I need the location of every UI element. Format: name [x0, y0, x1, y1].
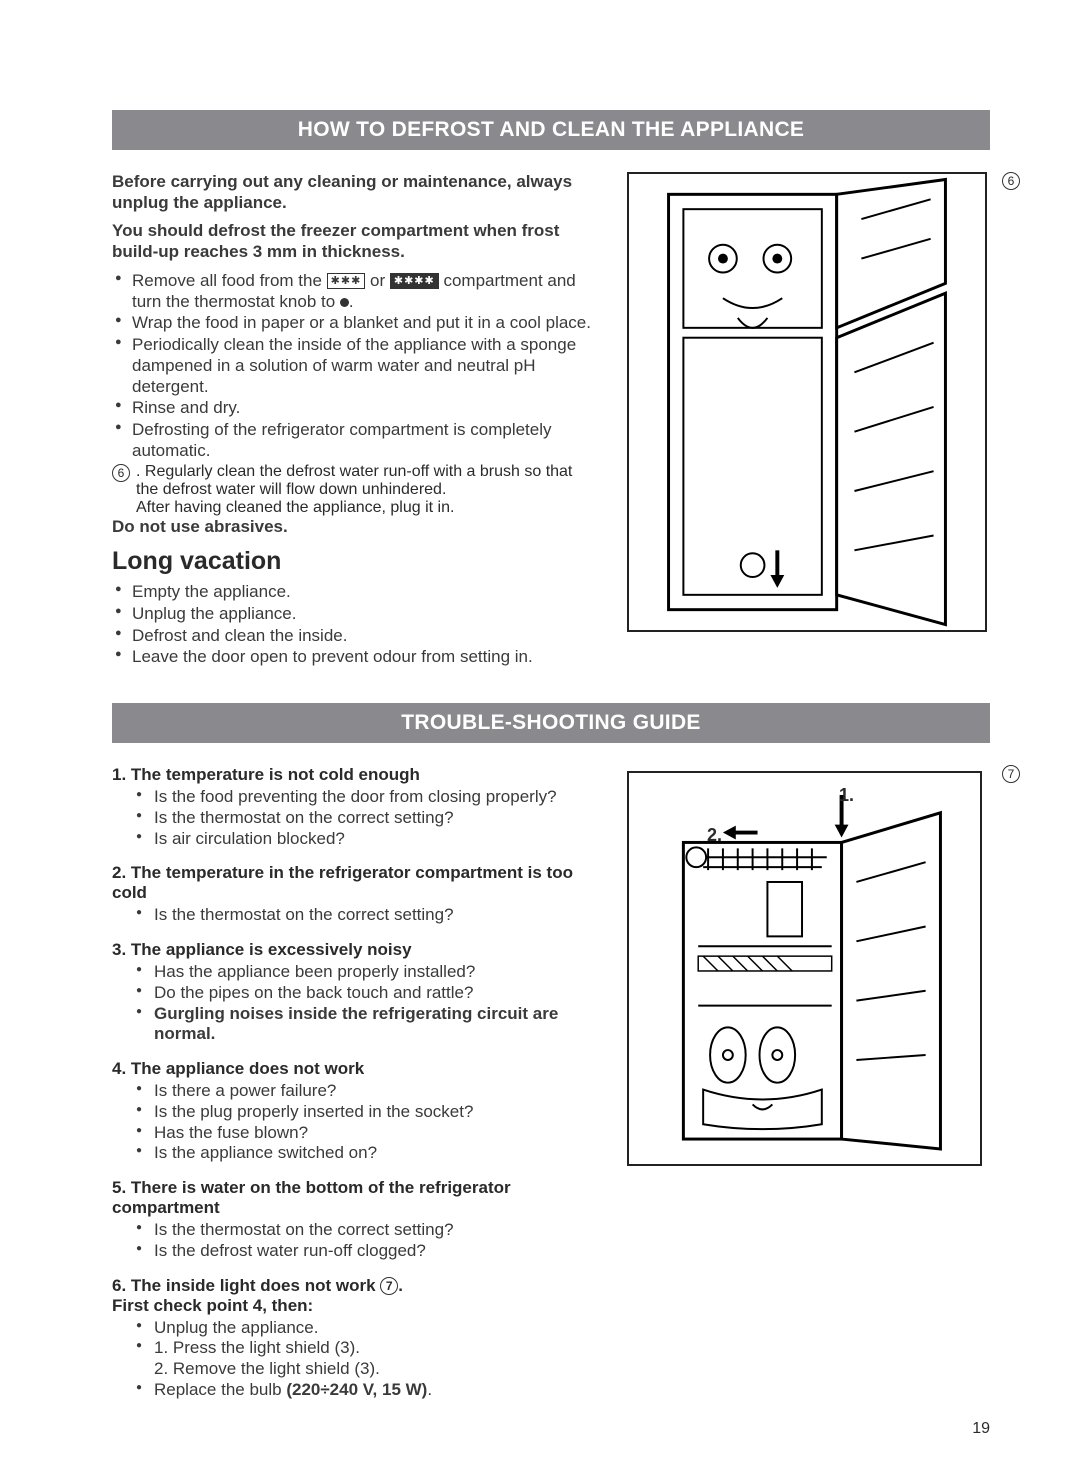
b6a: . Regularly clean the defrost water run-…: [136, 463, 572, 498]
ts1a: Is the food preventing the door from clo…: [136, 787, 597, 808]
fig2-label-1: 1.: [839, 785, 854, 806]
fridge-figure-1: [627, 172, 987, 632]
ts1b: Is the thermostat on the correct setting…: [136, 808, 597, 829]
ts6-t3: First check point 4, then:: [112, 1296, 313, 1315]
ts-1: 1. The temperature is not cold enough Is…: [112, 765, 597, 849]
ts6b: 1. Press the light shield (3). 2. Remove…: [136, 1338, 597, 1379]
lv4: Leave the door open to prevent odour fro…: [112, 647, 597, 668]
vacation-bullets: Empty the appliance. Unplug the applianc…: [112, 582, 597, 668]
defrost-b4: Rinse and dry.: [112, 398, 597, 419]
lv1: Empty the appliance.: [112, 582, 597, 603]
fridge-open-icon: [629, 174, 985, 630]
ts5b: Is the defrost water run-off clogged?: [136, 1241, 597, 1262]
b1a: Remove all food from the: [132, 271, 327, 290]
star-4-icon: ✱✱✱✱: [390, 273, 439, 289]
ts1c: Is air circulation blocked?: [136, 829, 597, 850]
section-header-trouble: TROUBLE-SHOOTING GUIDE: [112, 703, 990, 743]
defrost-b3: Periodically clean the inside of the app…: [112, 335, 597, 397]
ts-4: 4. The appliance does not work Is there …: [112, 1059, 597, 1164]
ts6b2: 2. Remove the light shield (3).: [154, 1359, 380, 1378]
defrost-row: Before carrying out any cleaning or main…: [112, 172, 990, 669]
ts6-title: 6. The inside light does not work 7. Fir…: [112, 1276, 597, 1316]
intro-1: Before carrying out any cleaning or main…: [112, 172, 597, 213]
ts-3: 3. The appliance is excessively noisy Ha…: [112, 940, 597, 1045]
defrost-b1: Remove all food from the ✱✱✱ or ✱✱✱✱ com…: [112, 271, 597, 312]
fridge-figure-2: 1. 2.: [627, 771, 982, 1166]
defrost-text: Before carrying out any cleaning or main…: [112, 172, 597, 669]
ts2-title: 2. The temperature in the refrigerator c…: [112, 863, 597, 903]
ts-6: 6. The inside light does not work 7. Fir…: [112, 1276, 597, 1401]
figure-callout-7: 7: [1002, 765, 1020, 783]
ts4a: Is there a power failure?: [136, 1081, 597, 1102]
ts6c: Replace the bulb (220÷240 V, 15 W).: [136, 1380, 597, 1401]
ts1-list: Is the food preventing the door from clo…: [112, 787, 597, 849]
ts4d: Is the appliance switched on?: [136, 1143, 597, 1164]
trouble-text: 1. The temperature is not cold enough Is…: [112, 765, 597, 1414]
ts4-list: Is there a power failure? Is the plug pr…: [112, 1081, 597, 1164]
ts4-title: 4. The appliance does not work: [112, 1059, 597, 1079]
defrost-b2: Wrap the food in paper or a blanket and …: [112, 313, 597, 334]
ts5-list: Is the thermostat on the correct setting…: [112, 1220, 597, 1261]
ts4b: Is the plug properly inserted in the soc…: [136, 1102, 597, 1123]
ts3c: Gurgling noises inside the refrigerating…: [136, 1004, 597, 1045]
figure-callout-6: 6: [1002, 172, 1020, 190]
defrost-b5: Defrosting of the refrigerator compartme…: [112, 420, 597, 461]
circled-7-icon: 7: [380, 1277, 398, 1295]
ts-5: 5. There is water on the bottom of the r…: [112, 1178, 597, 1261]
ts5a: Is the thermostat on the correct setting…: [136, 1220, 597, 1241]
fridge-light-icon: [629, 773, 980, 1164]
ts2a: Is the thermostat on the correct setting…: [136, 905, 597, 926]
lv2: Unplug the appliance.: [112, 604, 597, 625]
defrost-figure-col: 6: [617, 172, 990, 669]
ts3-title: 3. The appliance is excessively noisy: [112, 940, 597, 960]
ts3-list: Has the appliance been properly installe…: [112, 962, 597, 1045]
defrost-b6: 6 . Regularly clean the defrost water ru…: [112, 463, 597, 517]
ts3b: Do the pipes on the back touch and rattl…: [136, 983, 597, 1004]
trouble-row: 1. The temperature is not cold enough Is…: [112, 765, 990, 1414]
defrost-bullets: Remove all food from the ✱✱✱ or ✱✱✱✱ com…: [112, 271, 597, 462]
ts6a: Unplug the appliance.: [136, 1318, 597, 1339]
ts3a: Has the appliance been properly installe…: [136, 962, 597, 983]
ts4c: Has the fuse blown?: [136, 1123, 597, 1144]
fig2-label-2: 2.: [707, 825, 722, 846]
ts-2: 2. The temperature in the refrigerator c…: [112, 863, 597, 926]
b1d: .: [349, 292, 354, 311]
b1b: or: [365, 271, 390, 290]
b6b: After having cleaned the appliance, plug…: [136, 499, 454, 516]
circled-6-icon: 6: [112, 464, 130, 482]
ts1-title: 1. The temperature is not cold enough: [112, 765, 597, 785]
lv3: Defrost and clean the inside.: [112, 626, 597, 647]
ts5-title: 5. There is water on the bottom of the r…: [112, 1178, 597, 1218]
no-abrasives: Do not use abrasives.: [112, 517, 597, 538]
star-3-icon: ✱✱✱: [327, 273, 366, 289]
long-vacation-head: Long vacation: [112, 547, 597, 576]
intro-2: You should defrost the freezer compartme…: [112, 221, 597, 262]
ts2-list: Is the thermostat on the correct setting…: [112, 905, 597, 926]
ts6-t1: 6. The inside light does not work: [112, 1276, 380, 1295]
ts6-list: Unplug the appliance. 1. Press the light…: [112, 1318, 597, 1401]
ts6b1: 1. Press the light shield (3).: [154, 1338, 360, 1357]
section-header-defrost: HOW TO DEFROST AND CLEAN THE APPLIANCE: [112, 110, 990, 150]
trouble-figure-col: 7 1. 2.: [617, 765, 990, 1414]
ts6-t2: .: [398, 1276, 403, 1295]
page-number: 19: [972, 1420, 990, 1438]
knob-dot-icon: [340, 298, 349, 307]
